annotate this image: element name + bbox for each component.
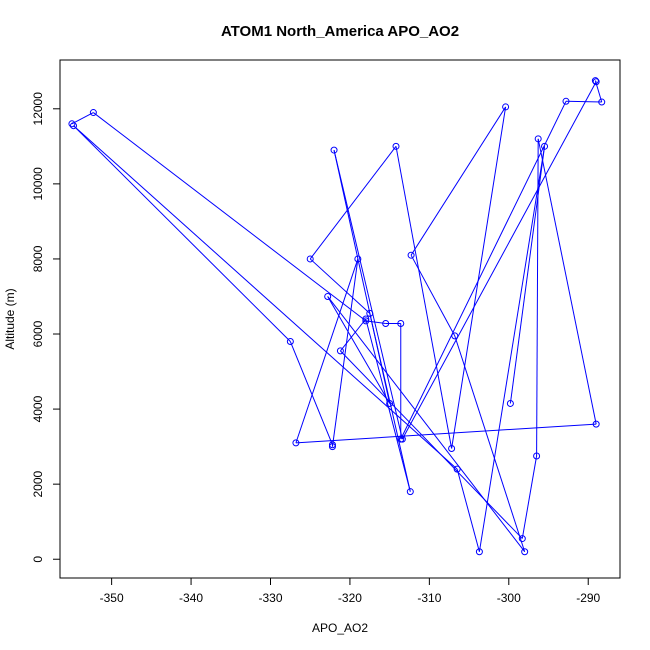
series-segment <box>509 146 546 404</box>
series-segment <box>333 149 403 440</box>
data-point <box>398 435 406 443</box>
series-segment <box>327 296 526 553</box>
y-axis: 0 2000 4000 6000 8000 10000 12000 <box>31 92 61 563</box>
series-segment <box>73 125 458 470</box>
chart-title: ATOM1 North_America APO_AO2 <box>221 23 459 40</box>
data-point <box>506 399 514 407</box>
data-point <box>362 315 370 323</box>
series-segment <box>410 106 507 256</box>
y-tick-label: 12000 <box>31 92 45 126</box>
series-segment <box>565 100 602 103</box>
x-axis-label: APO_AO2 <box>312 621 368 635</box>
data-point <box>407 251 415 259</box>
x-tick-label: -330 <box>258 591 282 605</box>
series-segment <box>331 258 359 447</box>
series-segment <box>309 146 397 260</box>
data-point <box>68 120 76 128</box>
data-point <box>89 109 97 117</box>
data-point <box>518 535 526 543</box>
series-segment <box>365 318 411 492</box>
data-point <box>397 320 405 328</box>
data-point <box>70 122 78 130</box>
series-segment <box>451 106 507 449</box>
data-point <box>521 548 529 556</box>
x-tick-label: -290 <box>576 591 600 605</box>
x-tick-label: -340 <box>179 591 203 605</box>
y-tick-label: 8000 <box>31 245 45 272</box>
data-point <box>392 142 400 150</box>
series-segment <box>401 81 597 440</box>
data-point <box>382 320 390 328</box>
series-segment <box>478 146 546 552</box>
series-lines <box>71 80 603 553</box>
series-segment <box>340 350 523 539</box>
data-point <box>328 443 336 451</box>
data-point <box>533 452 541 460</box>
data-point <box>324 292 332 300</box>
plot-frame <box>59 59 621 579</box>
data-point <box>286 338 294 346</box>
data-point <box>366 309 374 317</box>
x-tick-label: -350 <box>100 591 124 605</box>
series-segment <box>327 296 391 404</box>
data-point <box>502 103 510 111</box>
data-point <box>591 77 599 85</box>
series-segment <box>295 258 359 444</box>
data-point <box>386 399 394 407</box>
x-tick-label: -320 <box>338 591 362 605</box>
data-point <box>306 255 314 263</box>
series-segment <box>395 146 453 449</box>
y-axis-label: Altitude (m) <box>3 288 17 349</box>
data-point <box>336 347 344 355</box>
data-point <box>292 439 300 447</box>
data-point <box>534 135 542 143</box>
series-segment <box>454 335 526 552</box>
y-tick-label: 0 <box>31 556 45 563</box>
data-point <box>598 98 606 106</box>
data-point <box>451 332 459 340</box>
series-segment <box>289 341 333 445</box>
series-segment <box>295 423 597 444</box>
data-point <box>592 78 600 86</box>
series-segment <box>410 254 456 337</box>
series-segment <box>93 112 367 322</box>
x-tick-label: -310 <box>417 591 441 605</box>
y-tick-label: 10000 <box>31 167 45 201</box>
data-point <box>562 97 570 105</box>
data-point <box>541 142 549 150</box>
series-segment <box>594 80 603 103</box>
y-tick-label: 4000 <box>31 395 45 422</box>
x-axis: -350 -340 -330 -320 -310 -300 -290 <box>100 577 601 605</box>
data-point <box>362 317 370 325</box>
data-point <box>592 420 600 428</box>
series-segment <box>456 469 480 552</box>
y-tick-label: 2000 <box>31 470 45 497</box>
series-points <box>68 77 606 556</box>
data-point <box>475 548 483 556</box>
data-point <box>328 441 336 449</box>
series-segment <box>71 112 94 125</box>
series-segment <box>537 138 597 425</box>
series-segment <box>594 80 597 83</box>
data-point <box>330 146 338 154</box>
series-segment <box>309 258 371 314</box>
data-point <box>453 465 461 473</box>
series-segment <box>521 455 538 539</box>
data-point <box>448 445 456 452</box>
data-point <box>354 255 362 263</box>
y-tick-label: 6000 <box>31 320 45 347</box>
series-segment <box>340 318 367 352</box>
data-point <box>406 488 414 496</box>
x-tick-label: -300 <box>497 591 521 605</box>
series-segment <box>73 125 291 342</box>
series-segment <box>536 138 539 457</box>
